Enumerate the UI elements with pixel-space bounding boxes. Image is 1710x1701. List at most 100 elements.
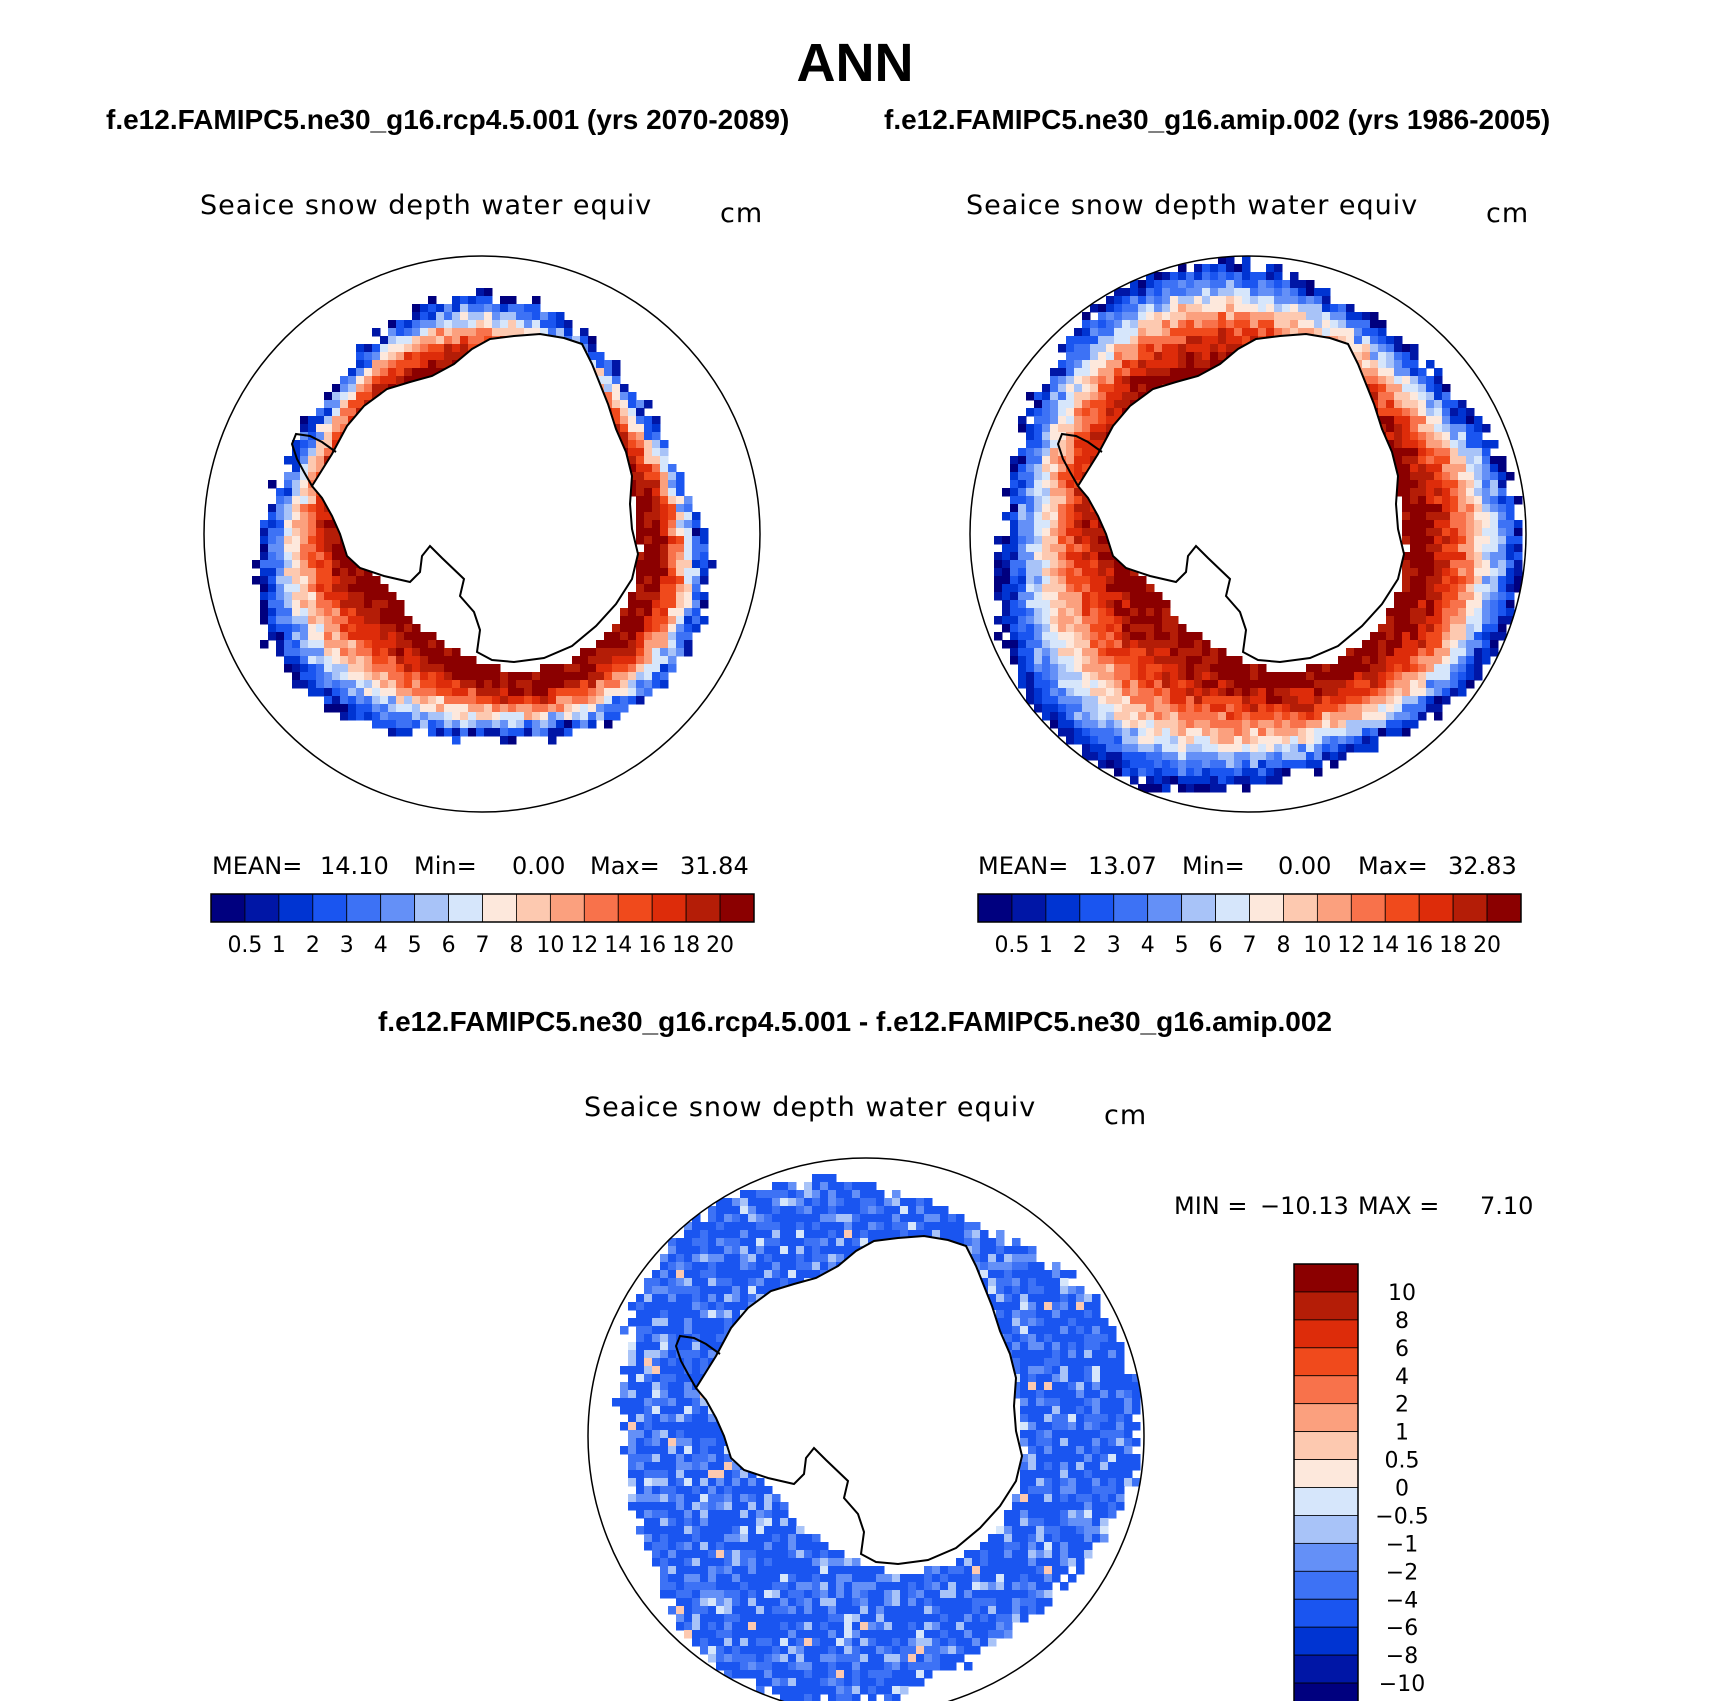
- colorbar-swatch: [1283, 893, 1318, 923]
- colorbar-swatch: [583, 893, 619, 923]
- panel3-max-value: 7.10: [1480, 1192, 1534, 1220]
- colorbar-tick-label: 12: [570, 933, 598, 958]
- panel1-max-value: 31.84: [680, 852, 749, 880]
- colorbar-tick-label: 0.5: [994, 933, 1029, 958]
- colorbar-tick-label: −10: [1379, 1672, 1425, 1697]
- colorbar-tick-label: 8: [509, 933, 523, 958]
- colorbar-tick-label: 16: [638, 933, 666, 958]
- panel2-min-label: Min=: [1182, 852, 1245, 880]
- colorbar-swatch: [1293, 1291, 1359, 1321]
- panel3-units-label: cm: [1104, 1100, 1148, 1131]
- colorbar-swatch: [685, 893, 721, 923]
- colorbar-tick-label: 4: [1395, 1365, 1409, 1390]
- case-a-title: f.e12.FAMIPC5.ne30_g16.rcp4.5.001 (yrs 2…: [106, 104, 790, 135]
- colorbar-swatch: [1486, 893, 1522, 923]
- colorbar-swatch: [1293, 1654, 1359, 1684]
- colorbar-tick-label: 2: [306, 933, 320, 958]
- panel1-min-value: 0.00: [512, 852, 566, 880]
- colorbar-tick-label: −4: [1386, 1588, 1418, 1613]
- colorbar-tick-label: 4: [1141, 933, 1155, 958]
- colorbar-swatch: [312, 893, 348, 923]
- colorbar-tick-label: −2: [1386, 1560, 1418, 1585]
- colorbar-swatch: [1293, 1570, 1359, 1600]
- map-boundary: [969, 255, 1527, 813]
- colorbar-tick-label: 6: [1395, 1337, 1409, 1362]
- colorbar-tick-label: 3: [340, 933, 354, 958]
- colorbar-swatch: [516, 893, 551, 923]
- colorbar-tick-label: 16: [1405, 933, 1433, 958]
- colorbar-swatch: [1293, 1598, 1359, 1628]
- colorbar-swatch: [448, 893, 483, 923]
- panel1-variable-label: Seaice snow depth water equiv: [200, 190, 653, 221]
- colorbar-swatch: [1293, 1319, 1359, 1349]
- colorbar-swatch: [1384, 893, 1420, 923]
- colorbar-tick-label: 0.5: [227, 933, 262, 958]
- panel3-min-label: MIN =: [1174, 1192, 1248, 1220]
- colorbar-swatch: [1316, 893, 1352, 923]
- main-title: ANN: [796, 33, 914, 93]
- peninsula-coastline: [290, 432, 337, 487]
- colorbar-swatch: [244, 893, 280, 923]
- colorbar-swatch: [549, 893, 585, 923]
- colorbar-swatch: [719, 893, 755, 923]
- colorbar-swatch: [1293, 1515, 1359, 1544]
- colorbar-swatch: [414, 893, 449, 923]
- panel1-mean-value: 14.10: [320, 852, 389, 880]
- colorbar-swatch: [1350, 893, 1386, 923]
- colorbar-tick-label: −6: [1386, 1616, 1418, 1641]
- colorbar-swatch: [1293, 1682, 1359, 1701]
- colorbar-tick-label: 8: [1276, 933, 1290, 958]
- colorbar-swatch: [1293, 1375, 1359, 1405]
- colorbar-tick-label: 10: [1303, 933, 1331, 958]
- colorbar-swatch: [1045, 893, 1081, 923]
- colorbar-3: 10 8 6 4 2 1 0.5 0−0.5 −1 −2 −4 −6 −8 −10: [1293, 1263, 1429, 1701]
- panel2-mean-value: 13.07: [1088, 852, 1157, 880]
- colorbar-tick-label: 4: [374, 933, 388, 958]
- panel3-min-value: −10.13: [1260, 1192, 1349, 1220]
- colorbar-tick-label: 1: [1039, 933, 1053, 958]
- colorbar-tick-label: 14: [604, 933, 632, 958]
- colorbar-swatch: [1293, 1542, 1359, 1572]
- colorbar-tick-label: 14: [1371, 933, 1399, 958]
- colorbar-tick-label: 18: [672, 933, 700, 958]
- panel2-min-value: 0.00: [1278, 852, 1332, 880]
- colorbar-frame: [977, 893, 1522, 923]
- colorbar-tick-label: 20: [1473, 933, 1501, 958]
- colorbar-swatch: [1113, 893, 1149, 923]
- colorbar-swatch: [1215, 893, 1250, 923]
- colorbar-tick-label: 3: [1107, 933, 1121, 958]
- colorbar-swatch: [1181, 893, 1216, 923]
- panel2-mean-label: MEAN=: [978, 852, 1069, 880]
- panel3-max-label: MAX =: [1358, 1192, 1440, 1220]
- polar-map-1: [203, 255, 761, 813]
- colorbar-tick-label: 7: [476, 933, 490, 958]
- colorbar-swatch: [1293, 1403, 1359, 1433]
- colorbar-swatch: [1293, 1459, 1359, 1488]
- colorbar-swatch: [1079, 893, 1115, 923]
- colorbar-tick-label: 6: [1209, 933, 1223, 958]
- polar-map-2: [969, 255, 1527, 813]
- diff-title: f.e12.FAMIPC5.ne30_g16.rcp4.5.001 - f.e1…: [377, 1006, 1333, 1037]
- colorbar-swatch: [1293, 1487, 1359, 1516]
- panel2-max-value: 32.83: [1448, 852, 1517, 880]
- panel1-min-label: Min=: [414, 852, 477, 880]
- colorbar-tick-label: 5: [408, 933, 422, 958]
- colorbar-tick-label: 1: [272, 933, 286, 958]
- colorbar-tick-label: 1: [1395, 1421, 1409, 1446]
- colorbar-swatch: [1249, 893, 1284, 923]
- panel3-variable-label: Seaice snow depth water equiv: [584, 1092, 1037, 1123]
- colorbar-swatch: [278, 893, 314, 923]
- colorbar-swatch: [1293, 1431, 1359, 1460]
- colorbar-swatch: [1293, 1626, 1359, 1656]
- colorbar-2: 0.5 1 2 3 4 5 6 7 8 10 12 14 16 18 20: [977, 893, 1522, 958]
- colorbar-tick-label: 10: [536, 933, 564, 958]
- peninsula-coastline: [674, 1334, 721, 1389]
- colorbar-frame: [210, 893, 755, 923]
- colorbar-tick-label: 6: [442, 933, 456, 958]
- colorbar-swatch: [1293, 1347, 1359, 1377]
- panel2-units-label: cm: [1486, 198, 1530, 229]
- colorbar-tick-label: 7: [1243, 933, 1257, 958]
- map-boundary: [587, 1157, 1145, 1701]
- colorbar-tick-label: 2: [1073, 933, 1087, 958]
